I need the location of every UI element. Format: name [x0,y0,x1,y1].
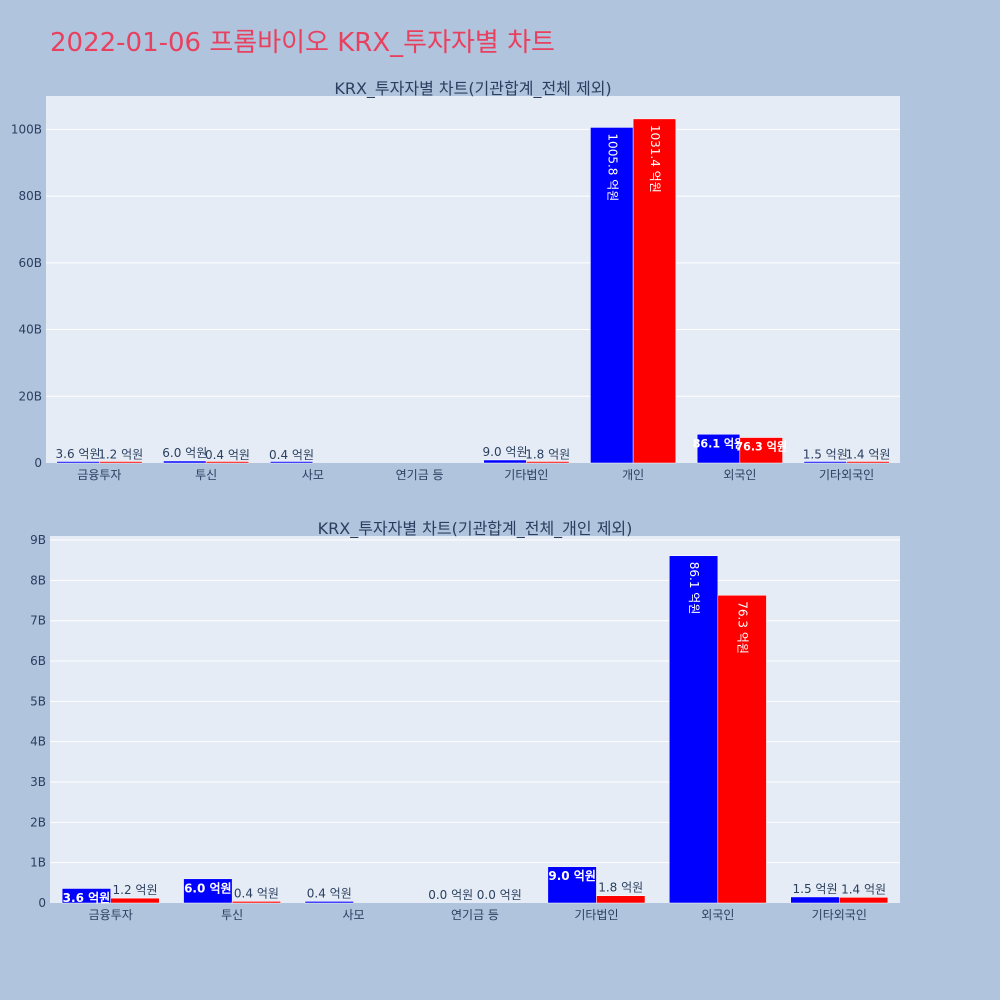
bar-label: 1.2 억원 [113,883,158,897]
y-tick-label: 80B [18,189,42,203]
x-tick-label: 기타외국인 [812,908,867,922]
x-tick-label: 외국인 [701,908,734,922]
x-tick-label: 투신 [195,468,217,482]
bar [739,437,783,464]
bar [669,555,719,904]
bar-label: 0.4 억원 [205,448,250,462]
bar-label: 76.3 억원 [736,601,750,654]
bar [632,118,677,464]
bar-label: 1.2 억원 [98,448,143,462]
bar [846,461,890,464]
y-tick-label: 1B [30,856,46,870]
x-tick-label: 사모 [302,468,324,482]
y-tick-label: 3B [30,775,46,789]
chart-top: 0 20B 40B 60B 80B 100B KRX_투자자별 차트(기관합계_전체 제외)… [11,79,900,482]
x-tick-label: 사모 [343,908,365,922]
bar [803,461,847,464]
y-tick-label: 9B [30,533,46,547]
bar-label: 1.5 억원 [793,882,838,896]
bar-label: 6.0 억원 [162,446,207,460]
y-tick-label: 20B [18,389,42,403]
bar [304,901,354,904]
bar-label: 0.4 억원 [234,886,279,900]
bar-label: 1.8 억원 [598,881,643,895]
x-tick-label: 투신 [221,908,243,922]
bar [110,897,160,904]
chart-title: KRX_투자자별 차트(기관합계_전체 제외) [334,79,611,99]
y-tick-label: 0 [34,456,42,470]
bar-label: 1.8 억원 [525,447,570,461]
y-tick-label: 0 [38,896,46,910]
bar [790,896,840,904]
bar [696,434,741,464]
bar [61,888,111,904]
bar [99,461,143,464]
bar-label: 1.4 억원 [845,448,890,462]
bar-label: 1.4 억원 [841,882,886,896]
bar [183,878,233,904]
bar [483,459,527,464]
x-tick-label: 기타법인 [574,908,618,922]
bar-label: 1.5 억원 [803,447,848,461]
chart-title: KRX_투자자별 차트(기관합계_전체_개인 제외) [318,519,633,539]
bar [56,461,100,464]
bar-label: 0.4 억원 [269,448,314,462]
x-tick-label: 기타외국인 [819,468,874,482]
bar-label: 0.0 억원 [428,888,473,902]
bar-label: 0.4 억원 [307,886,352,900]
bar [163,460,207,464]
bar [596,895,646,904]
bar [717,595,767,904]
y-tick-label: 4B [30,735,46,749]
y-tick-label: 60B [18,256,42,270]
y-tick-label: 8B [30,573,46,587]
y-tick-label: 5B [30,694,46,708]
plot-area [46,96,900,463]
chart-bottom: 0 1B 2B 3B 4B 5B 6B 7B 8B 9B KRX_투자자별 차트(기관합계_전체_개… [30,519,900,922]
x-tick-label: 금융투자 [89,908,133,922]
y-tick-label: 7B [30,614,46,628]
y-tick-label: 2B [30,815,46,829]
x-tick-label: 개인 [622,468,644,482]
x-tick-label: 기타법인 [504,468,548,482]
bar-label: 86.1 억원 [693,436,745,450]
x-tick-label: 외국인 [723,468,756,482]
y-tick-label: 6B [30,654,46,668]
y-tick-label: 100B [11,122,42,136]
bar-label: 3.6 억원 [56,447,101,461]
bar [269,461,314,464]
bar [526,461,570,464]
bar [839,897,889,904]
bar [231,901,281,904]
bar-label: 6.0 억원 [184,881,232,895]
bar-label: 9.0 억원 [483,445,528,459]
bar-label: 0.0 억원 [477,888,522,902]
bar [590,127,634,464]
bar-label: 86.1 억원 [687,562,701,615]
bar-label: 76.3 억원 [735,440,787,454]
x-tick-label: 금융투자 [77,468,121,482]
plot-area [50,536,900,903]
bar-label: 9.0 억원 [548,869,596,883]
bar-label: 1031.4 억원 [648,125,662,193]
bar [547,866,597,904]
bar-label: 1005.8 억원 [605,133,619,201]
page-title: 2022-01-06 프롬바이오 KRX_투자자별 차트 [50,28,555,58]
bar [205,461,250,464]
y-tick-label: 40B [18,323,42,337]
x-tick-label: 연기금 등 [451,908,499,922]
bar-label: 3.6 억원 [63,891,111,905]
x-tick-label: 연기금 등 [396,468,444,482]
